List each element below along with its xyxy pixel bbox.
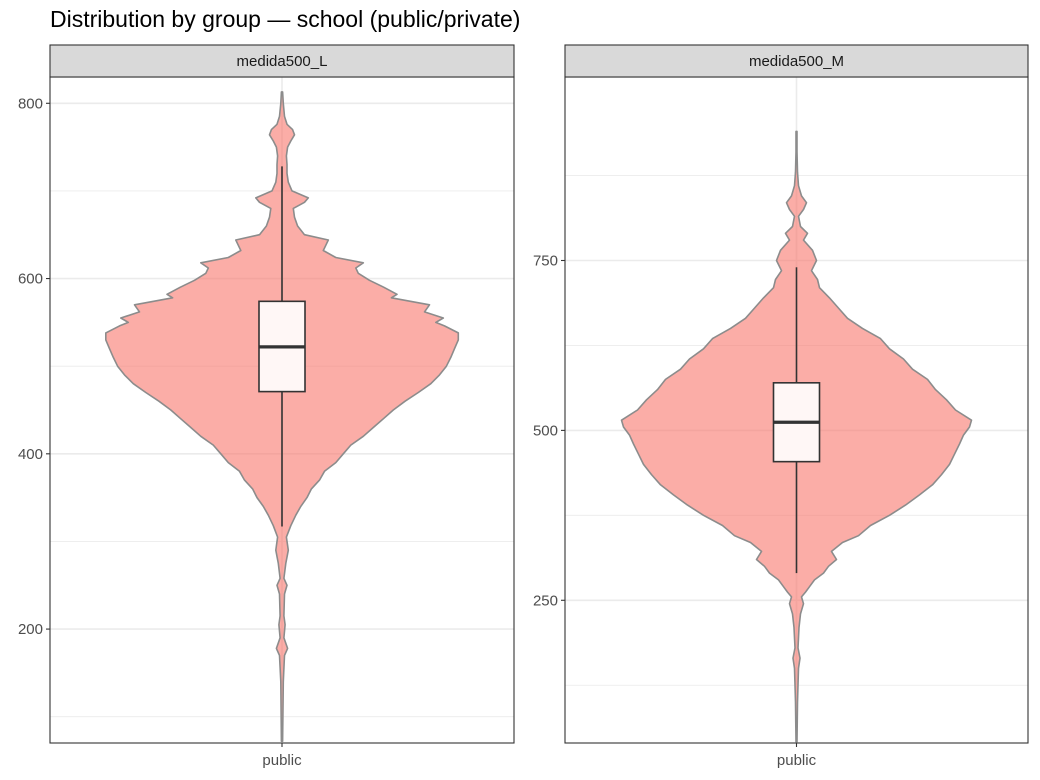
chart-title: Distribution by group — school (public/p… — [50, 6, 521, 32]
y-tick-label: 800 — [18, 95, 43, 112]
facet-panel-medida500_L: medida500_L 200 400 600 800 public — [18, 44, 515, 769]
facet-strip-label: medida500_L — [237, 53, 328, 70]
y-tick-label: 200 — [18, 621, 43, 638]
facet-strip — [49, 44, 515, 78]
y-tick-label: 750 — [533, 252, 558, 269]
facet-strip — [564, 44, 1029, 78]
y-tick-label: 600 — [18, 271, 43, 288]
y-tick-label: 500 — [533, 422, 558, 439]
facet-panel-medida500_M: medida500_M 250 500 750 public — [533, 44, 1029, 769]
x-tick-label: public — [262, 752, 302, 769]
y-tick-label: 400 — [18, 446, 43, 463]
x-tick-label: public — [777, 752, 817, 769]
facet-strip-label: medida500_M — [749, 53, 844, 70]
y-tick-label: 250 — [533, 592, 558, 609]
